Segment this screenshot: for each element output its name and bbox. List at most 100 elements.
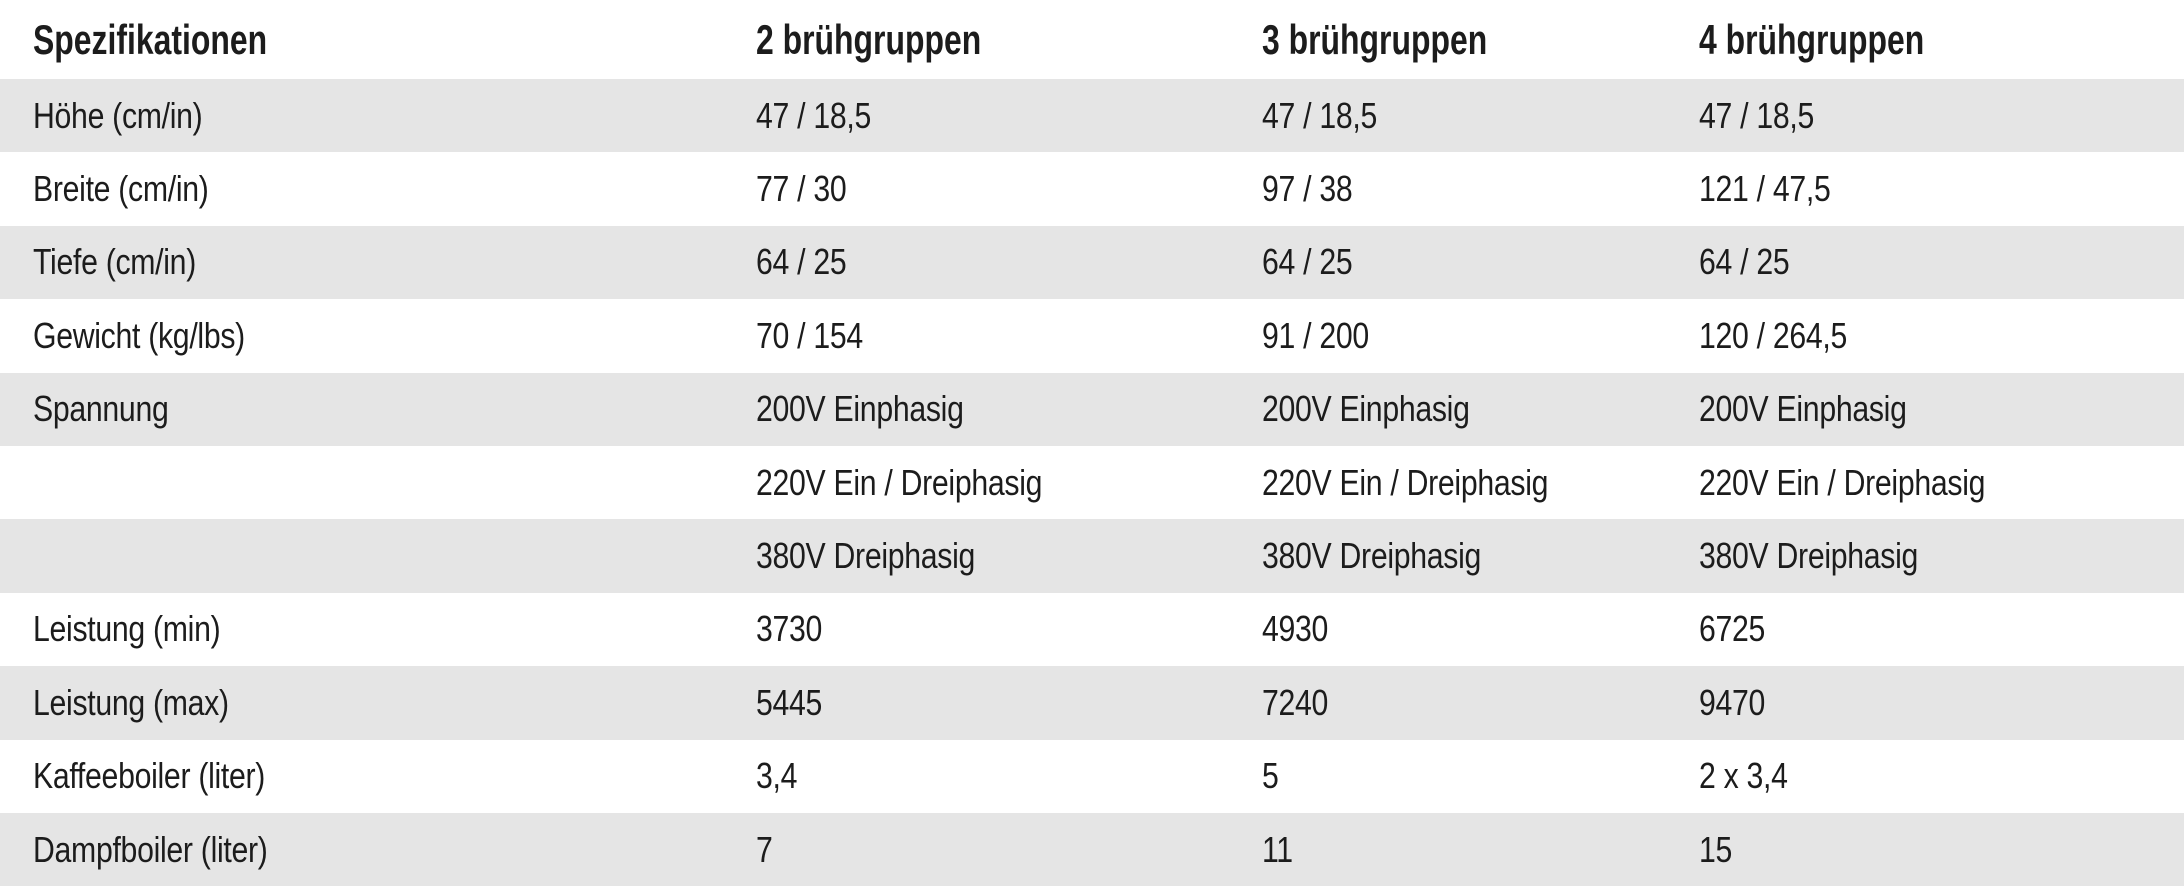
column-header-3-bruehgruppen: 3 brühgruppen [1262, 0, 1700, 79]
value-cell: 11 [1262, 813, 1699, 886]
row-label: Höhe (cm/in) [33, 94, 203, 136]
value-cell: 121 / 47,5 [1699, 152, 2184, 225]
table-row-kaffeeboiler: Kaffeeboiler (liter) 3,4 5 2 x 3,4 [0, 739, 2184, 813]
row-label: Dampfboiler (liter) [33, 828, 268, 870]
row-label: Gewicht (kg/lbs) [33, 314, 245, 356]
cell-value: 47 / 18,5 [755, 94, 871, 136]
cell-value: 380V Dreiphasig [1699, 535, 1919, 577]
row-label: Breite (cm/in) [33, 168, 209, 210]
cell-value: 3,4 [755, 755, 797, 797]
cell-value: 97 / 38 [1262, 168, 1353, 210]
cell-value: 11 [1262, 828, 1294, 870]
cell-value: 70 / 154 [755, 314, 863, 356]
table-row-tiefe: Tiefe (cm/in) 64 / 25 64 / 25 64 / 25 [0, 225, 2184, 300]
row-label-cell: Höhe (cm/in) [0, 79, 756, 152]
cell-value: 2 x 3,4 [1699, 755, 1788, 797]
column-header-label: 2 brühgruppen [755, 15, 981, 63]
table-row-leistung-max: Leistung (max) 5445 7240 9470 [0, 666, 2184, 740]
row-label-cell [0, 446, 756, 519]
value-cell: 3,4 [756, 740, 1263, 813]
value-cell: 97 / 38 [1262, 152, 1699, 225]
value-cell: 15 [1699, 813, 2184, 886]
value-cell: 380V Dreiphasig [1262, 519, 1699, 592]
column-header-label: Spezifikationen [33, 15, 268, 63]
table-row-spannung-380v: 380V Dreiphasig 380V Dreiphasig 380V Dre… [0, 519, 2184, 593]
value-cell: 47 / 18,5 [1262, 79, 1699, 152]
cell-value: 220V Ein / Dreiphasig [1699, 461, 1986, 503]
value-cell: 47 / 18,5 [1699, 79, 2184, 152]
cell-value: 64 / 25 [1262, 241, 1353, 283]
row-label-cell: Breite (cm/in) [0, 152, 756, 225]
row-label-cell: Leistung (min) [0, 593, 756, 666]
cell-value: 200V Einphasig [1262, 388, 1470, 430]
cell-value: 200V Einphasig [755, 388, 964, 430]
value-cell: 64 / 25 [1699, 226, 2184, 299]
cell-value: 7240 [1262, 681, 1329, 723]
row-label-cell: Gewicht (kg/lbs) [0, 299, 756, 372]
row-label-cell: Tiefe (cm/in) [0, 226, 756, 299]
cell-value: 4930 [1262, 608, 1329, 650]
cell-value: 64 / 25 [755, 241, 847, 283]
cell-value: 91 / 200 [1262, 314, 1370, 356]
value-cell: 6725 [1699, 593, 2184, 666]
column-header-2-bruehgruppen: 2 brühgruppen [755, 0, 1263, 79]
value-cell: 64 / 25 [756, 226, 1263, 299]
table-row-breite: Breite (cm/in) 77 / 30 97 / 38 121 / 47,… [0, 152, 2184, 226]
row-label: Leistung (max) [33, 681, 229, 723]
table-body: Höhe (cm/in) 47 / 18,5 47 / 18,5 47 / 18… [0, 79, 2184, 886]
header-row: Spezifikationen 2 brühgruppen 3 brühgrup… [0, 0, 2184, 79]
cell-value: 15 [1699, 828, 1733, 870]
row-label: Leistung (min) [33, 608, 221, 650]
row-label: Spannung [33, 388, 169, 430]
table-header: Spezifikationen 2 brühgruppen 3 brühgrup… [0, 0, 2184, 79]
value-cell: 5445 [756, 666, 1263, 739]
cell-value: 47 / 18,5 [1262, 94, 1378, 136]
value-cell: 4930 [1262, 593, 1699, 666]
cell-value: 64 / 25 [1699, 241, 1790, 283]
value-cell: 9470 [1699, 666, 2184, 739]
value-cell: 7 [756, 813, 1263, 886]
row-label-cell: Dampfboiler (liter) [0, 813, 756, 886]
cell-value: 6725 [1699, 608, 1766, 650]
value-cell: 5 [1262, 740, 1699, 813]
cell-value: 9470 [1699, 681, 1766, 723]
row-label: Tiefe (cm/in) [33, 241, 196, 283]
row-label-cell [0, 519, 756, 592]
cell-value: 220V Ein / Dreiphasig [755, 461, 1042, 503]
row-label-cell: Spannung [0, 373, 756, 446]
column-header-4-bruehgruppen: 4 brühgruppen [1699, 0, 2184, 79]
value-cell: 77 / 30 [756, 152, 1263, 225]
cell-value: 380V Dreiphasig [755, 535, 975, 577]
cell-value: 3730 [755, 608, 822, 650]
cell-value: 121 / 47,5 [1699, 168, 1831, 210]
cell-value: 380V Dreiphasig [1262, 535, 1482, 577]
table-row-gewicht: Gewicht (kg/lbs) 70 / 154 91 / 200 120 /… [0, 299, 2184, 373]
value-cell: 3730 [756, 593, 1263, 666]
row-label: Kaffeeboiler (liter) [33, 755, 266, 797]
value-cell: 220V Ein / Dreiphasig [756, 446, 1263, 519]
cell-value: 200V Einphasig [1699, 388, 1907, 430]
column-header-spezifikationen: Spezifikationen [0, 0, 756, 79]
value-cell: 380V Dreiphasig [1699, 519, 2184, 592]
value-cell: 200V Einphasig [1699, 373, 2184, 446]
cell-value: 77 / 30 [755, 168, 847, 210]
value-cell: 7240 [1262, 666, 1699, 739]
value-cell: 200V Einphasig [1262, 373, 1699, 446]
table-row-dampfboiler: Dampfboiler (liter) 7 11 15 [0, 812, 2184, 886]
column-header-label: 3 brühgruppen [1262, 15, 1488, 63]
value-cell: 220V Ein / Dreiphasig [1699, 446, 2184, 519]
cell-value: 47 / 18,5 [1699, 94, 1815, 136]
row-label-cell: Kaffeeboiler (liter) [0, 740, 756, 813]
value-cell: 200V Einphasig [756, 373, 1263, 446]
cell-value: 220V Ein / Dreiphasig [1262, 461, 1549, 503]
cell-value: 120 / 264,5 [1699, 314, 1848, 356]
table-row-spannung-220v: 220V Ein / Dreiphasig 220V Ein / Dreipha… [0, 445, 2184, 520]
value-cell: 64 / 25 [1262, 226, 1699, 299]
value-cell: 220V Ein / Dreiphasig [1262, 446, 1699, 519]
cell-value: 5445 [755, 681, 822, 723]
table-row-leistung-min: Leistung (min) 3730 4930 6725 [0, 592, 2184, 667]
value-cell: 2 x 3,4 [1699, 740, 2184, 813]
column-header-label: 4 brühgruppen [1699, 15, 1925, 63]
table-row-hoehe: Höhe (cm/in) 47 / 18,5 47 / 18,5 47 / 18… [0, 79, 2184, 153]
